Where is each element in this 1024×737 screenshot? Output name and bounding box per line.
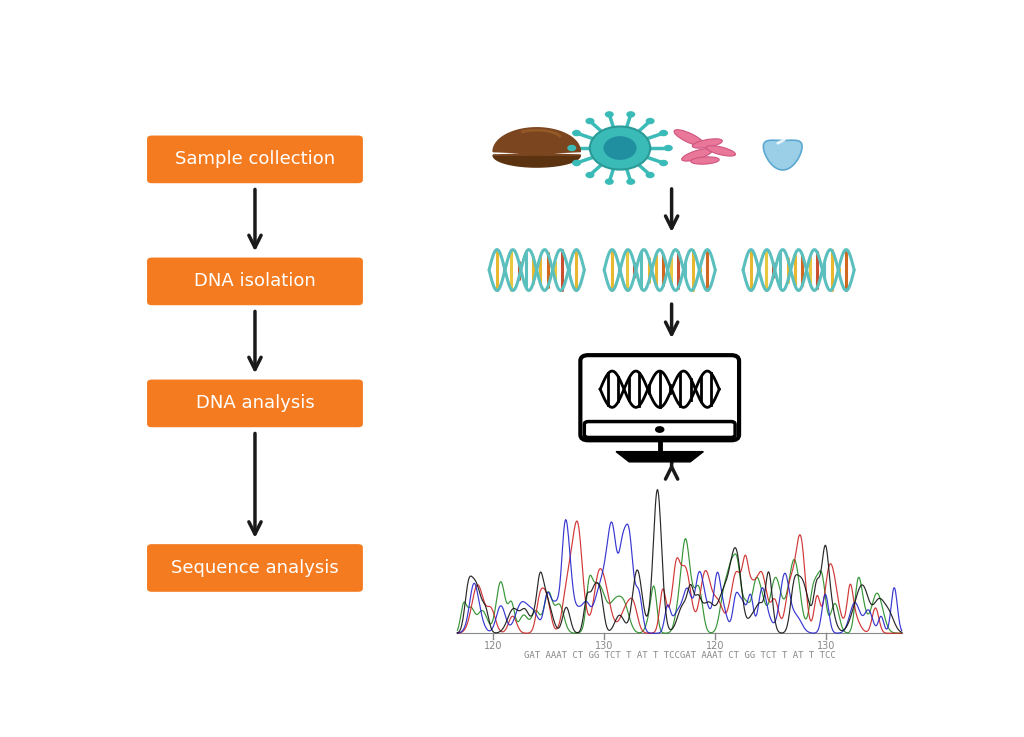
- Ellipse shape: [691, 157, 719, 164]
- Circle shape: [586, 118, 595, 125]
- FancyBboxPatch shape: [585, 422, 735, 438]
- Circle shape: [586, 172, 595, 178]
- Circle shape: [645, 118, 654, 125]
- Ellipse shape: [674, 130, 705, 146]
- Circle shape: [605, 178, 613, 185]
- Circle shape: [572, 160, 581, 167]
- Ellipse shape: [682, 149, 713, 161]
- Text: Sample collection: Sample collection: [175, 150, 335, 168]
- Text: Sequence analysis: Sequence analysis: [171, 559, 339, 577]
- Circle shape: [567, 144, 577, 151]
- FancyBboxPatch shape: [147, 380, 362, 427]
- FancyBboxPatch shape: [147, 544, 362, 592]
- Text: 120: 120: [483, 640, 502, 651]
- Circle shape: [603, 136, 637, 160]
- Circle shape: [659, 130, 668, 136]
- Polygon shape: [763, 140, 802, 170]
- FancyBboxPatch shape: [581, 355, 739, 440]
- Circle shape: [590, 127, 650, 170]
- FancyBboxPatch shape: [147, 257, 362, 305]
- Text: GAT AAAT CT GG TCT T AT T TCCGAT AAAT CT GG TCT T AT T TCC: GAT AAAT CT GG TCT T AT T TCCGAT AAAT CT…: [523, 652, 836, 660]
- Text: 120: 120: [706, 640, 724, 651]
- Circle shape: [659, 160, 668, 167]
- Circle shape: [627, 178, 635, 185]
- Ellipse shape: [692, 139, 722, 148]
- Circle shape: [572, 130, 581, 136]
- Text: 130: 130: [817, 640, 836, 651]
- Ellipse shape: [707, 146, 735, 156]
- Circle shape: [664, 144, 673, 151]
- Circle shape: [655, 426, 665, 433]
- Text: DNA analysis: DNA analysis: [196, 394, 314, 413]
- FancyBboxPatch shape: [147, 136, 362, 184]
- Text: DNA isolation: DNA isolation: [195, 273, 315, 290]
- Polygon shape: [616, 452, 703, 462]
- Polygon shape: [494, 128, 581, 156]
- Polygon shape: [494, 156, 581, 167]
- Circle shape: [645, 172, 654, 178]
- Circle shape: [605, 111, 613, 118]
- Circle shape: [627, 111, 635, 118]
- Text: 130: 130: [595, 640, 613, 651]
